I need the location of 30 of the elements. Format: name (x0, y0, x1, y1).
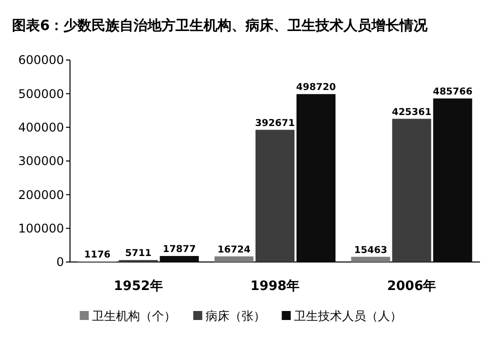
x-tick-label: 2006年 (387, 279, 436, 294)
data-label: 498720 (296, 82, 336, 94)
bar (351, 256, 390, 262)
x-tick-label: 1952年 (114, 279, 163, 294)
data-label: 485766 (432, 86, 473, 98)
y-tick-label: 400000 (18, 120, 64, 135)
y-tick-label: 0 (56, 255, 64, 270)
y-tick-label: 600000 (18, 53, 64, 68)
bar (214, 256, 254, 262)
y-tick-label: 100000 (18, 222, 64, 236)
data-label: 5711 (125, 248, 152, 260)
legend-label: 病床（张） (205, 309, 266, 323)
y-tick-label: 200000 (18, 188, 64, 202)
bar (256, 130, 294, 262)
data-label: 17877 (162, 244, 196, 255)
x-tick-label: 1998年 (250, 279, 300, 294)
bar (433, 98, 472, 262)
bar (296, 94, 336, 262)
bar (160, 256, 199, 262)
legend-label: 卫生机构（个） (92, 309, 176, 323)
y-tick-label: 300000 (18, 154, 64, 168)
data-label: 425361 (392, 106, 432, 118)
legend-label: 卫生技术人员（人） (294, 309, 402, 323)
y-tick-label: 500000 (18, 86, 64, 101)
data-label: 16724 (217, 244, 251, 256)
data-label: 1176 (84, 250, 111, 261)
bar (392, 118, 432, 262)
data-label: 392671 (255, 118, 295, 129)
chart-title: 图表6：少数民族自治地方卫生机构、病床、卫生技术人员增长情况 (12, 17, 429, 34)
data-label: 15463 (354, 244, 388, 256)
